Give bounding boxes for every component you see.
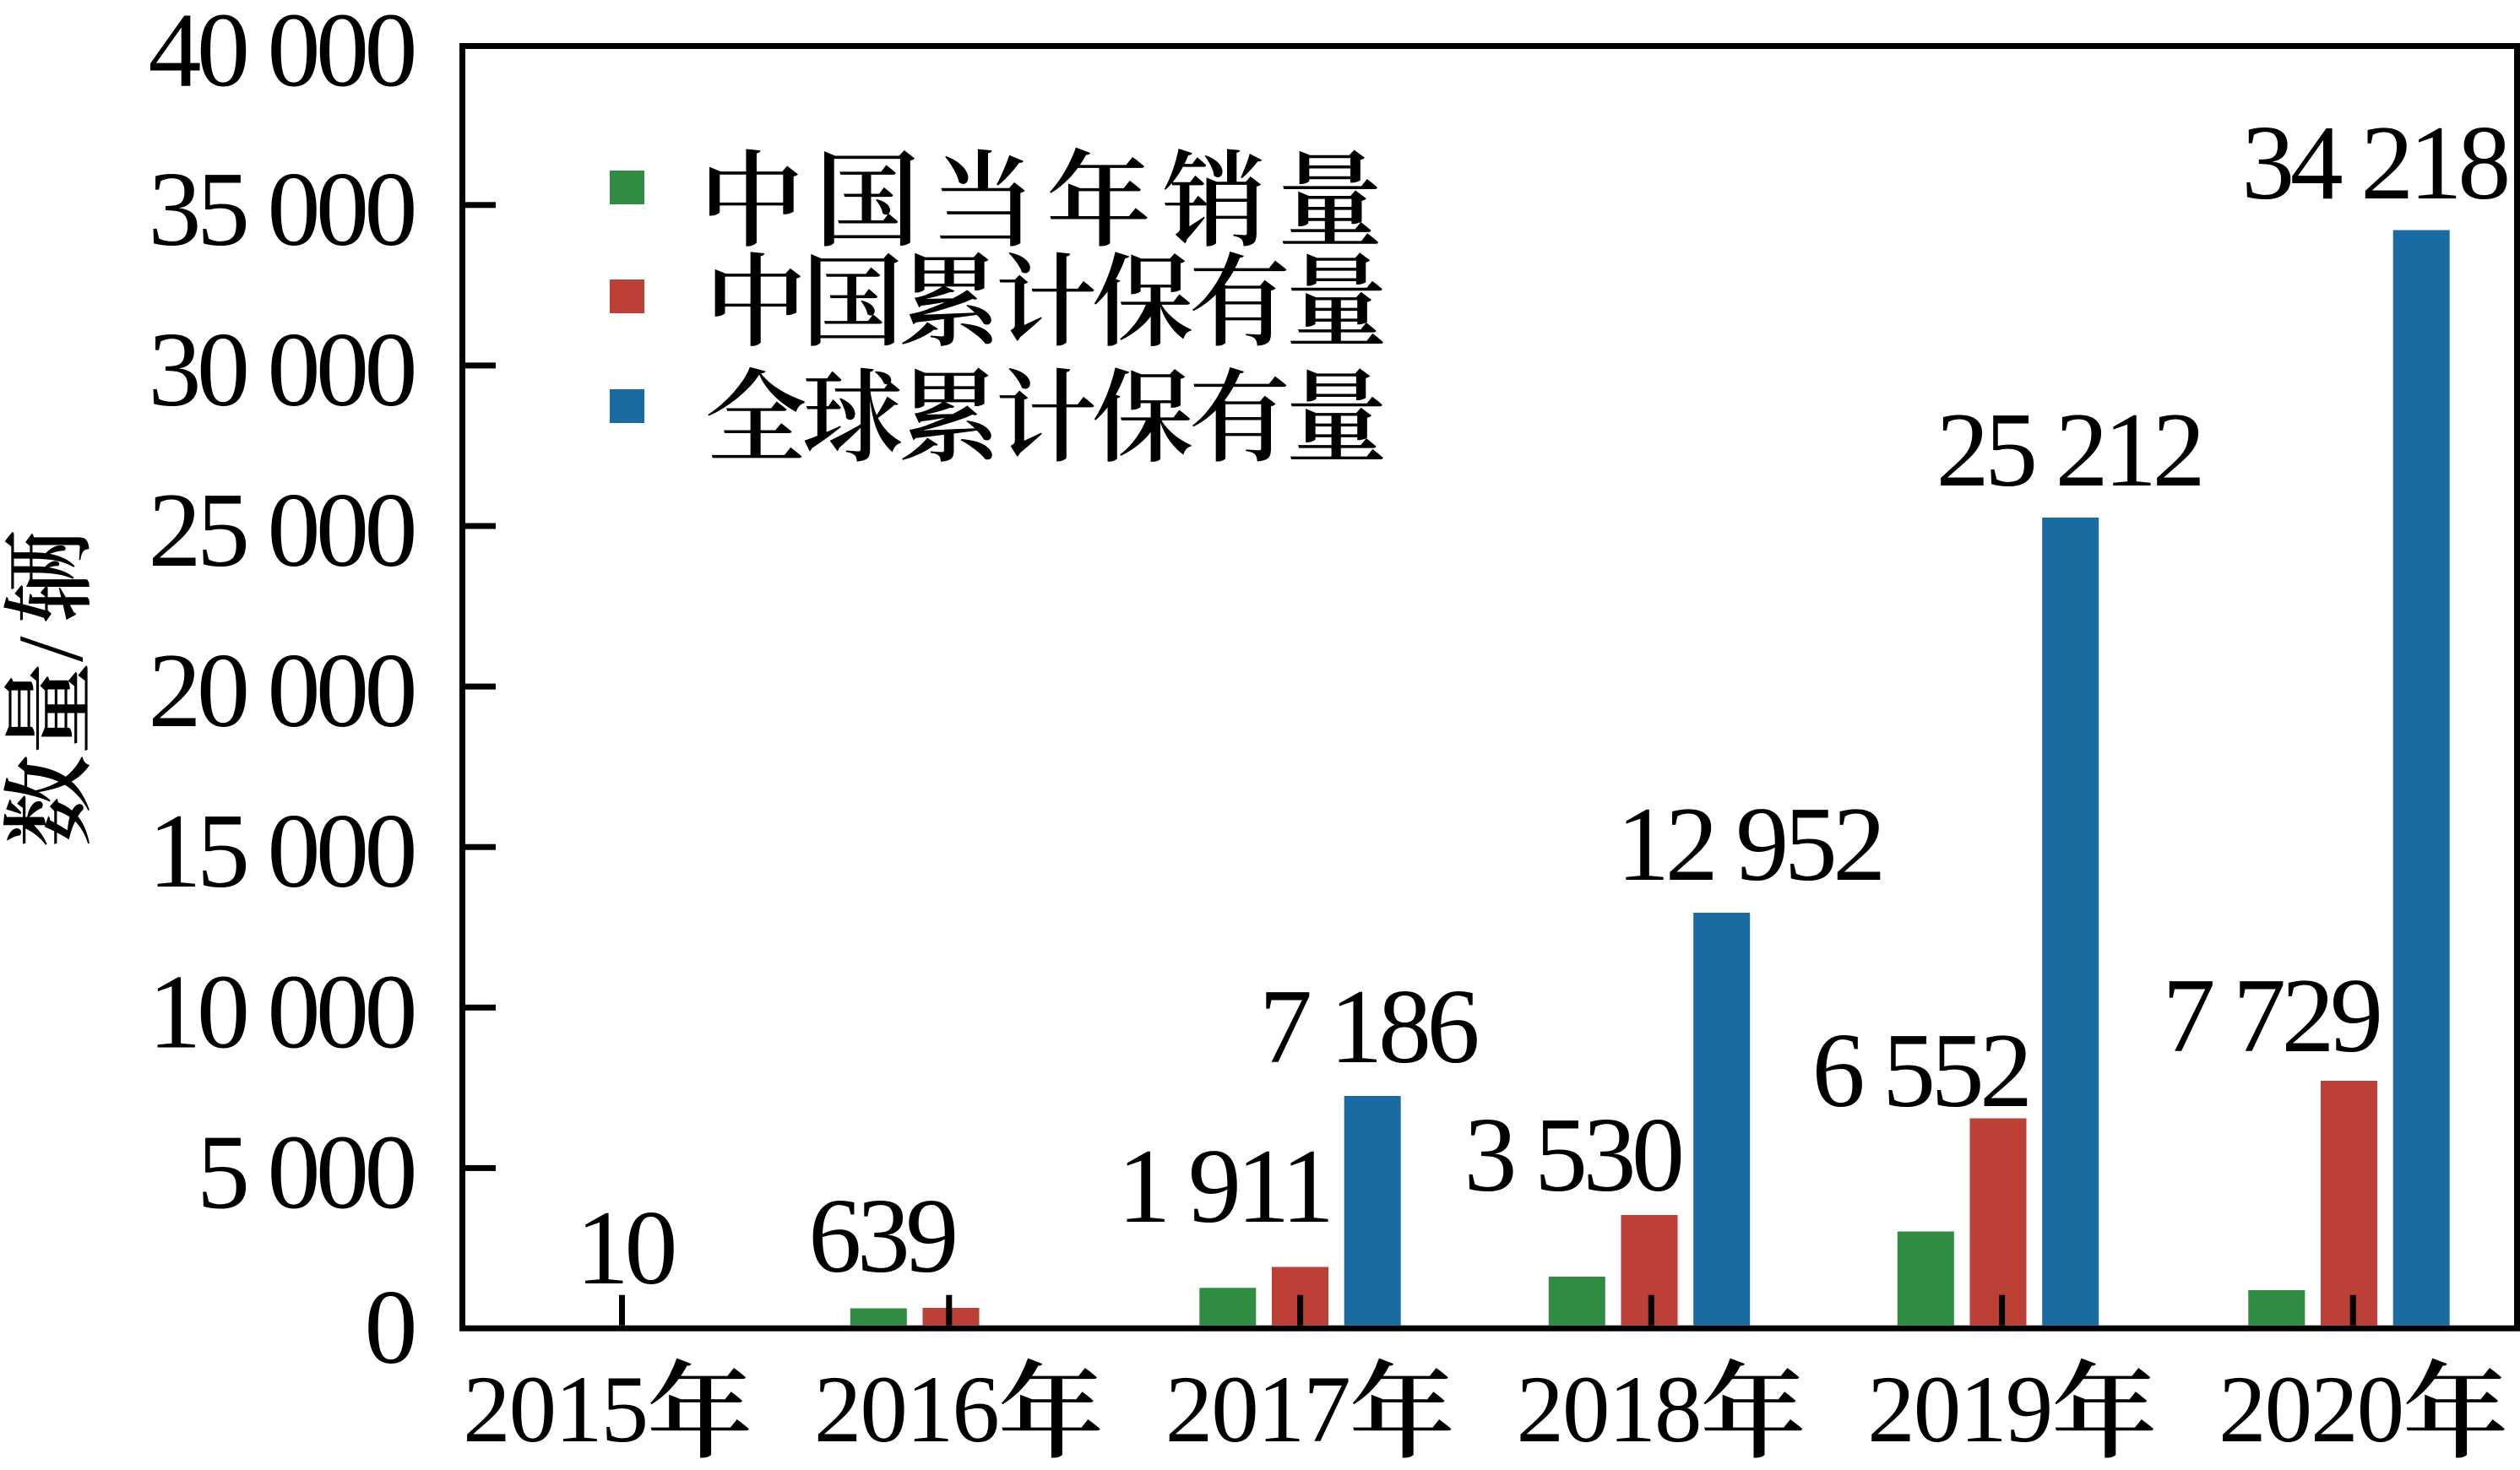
svg-text:35 000: 35 000 [149, 151, 415, 269]
svg-text:34 218: 34 218 [2241, 105, 2507, 222]
svg-text:2019: 2019 [1867, 1357, 2051, 1462]
svg-text:25 000: 25 000 [149, 472, 415, 589]
svg-text:3 530: 3 530 [1464, 1097, 1682, 1214]
svg-text:7 729: 7 729 [2163, 957, 2380, 1075]
svg-text:0: 0 [365, 1269, 415, 1386]
svg-text:2016: 2016 [814, 1357, 998, 1462]
svg-text:40 000: 40 000 [149, 0, 415, 110]
svg-text:15 000: 15 000 [149, 793, 415, 910]
svg-text:6 552: 6 552 [1812, 1012, 2028, 1130]
svg-text:12 952: 12 952 [1616, 786, 1882, 903]
svg-text:30 000: 30 000 [149, 312, 415, 429]
svg-text:/: / [0, 636, 102, 662]
svg-text:1 911: 1 911 [1117, 1128, 1329, 1245]
svg-text:5 000: 5 000 [197, 1114, 415, 1231]
svg-text:2015: 2015 [463, 1357, 647, 1462]
svg-text:20 000: 20 000 [149, 632, 415, 750]
svg-text:2017: 2017 [1165, 1357, 1350, 1462]
svg-text:7 186: 7 186 [1259, 968, 1478, 1086]
svg-text:25 212: 25 212 [1936, 392, 2202, 509]
svg-text:2018: 2018 [1517, 1357, 1701, 1462]
svg-text:2020: 2020 [2219, 1357, 2403, 1462]
svg-text:10 000: 10 000 [149, 953, 415, 1071]
svg-text:639: 639 [808, 1178, 954, 1295]
svg-text:10: 10 [576, 1190, 675, 1307]
